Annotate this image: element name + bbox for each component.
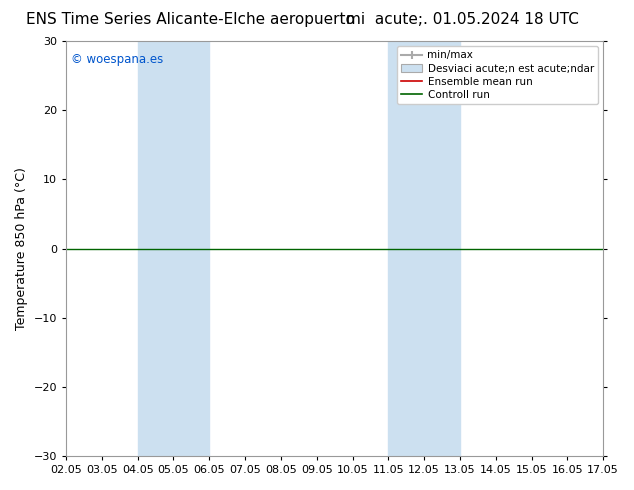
Text: © woespana.es: © woespana.es xyxy=(72,53,164,67)
Bar xyxy=(388,41,460,456)
Text: mi  acute;. 01.05.2024 18 UTC: mi acute;. 01.05.2024 18 UTC xyxy=(346,12,579,27)
Y-axis label: Temperature 850 hPa (°C): Temperature 850 hPa (°C) xyxy=(15,167,28,330)
Text: ENS Time Series Alicante-Elche aeropuerto: ENS Time Series Alicante-Elche aeropuert… xyxy=(26,12,354,27)
Bar xyxy=(138,41,209,456)
Legend: min/max, Desviaci acute;n est acute;ndar, Ensemble mean run, Controll run: min/max, Desviaci acute;n est acute;ndar… xyxy=(398,46,598,104)
